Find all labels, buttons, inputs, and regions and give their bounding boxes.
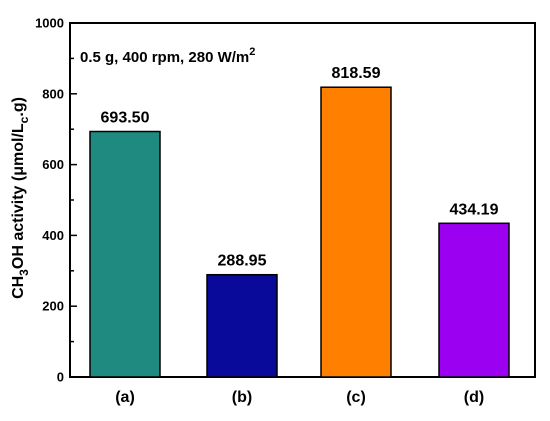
- y-tick-label: 1000: [35, 16, 64, 31]
- y-axis-ticks: 0 200 400 600 800 1000: [35, 16, 77, 385]
- bars: [89, 86, 510, 378]
- y-tick-label: 400: [42, 228, 64, 243]
- y-tick-label: 0: [57, 370, 64, 385]
- data-labels: 693.50 288.95 818.59 434.19: [101, 65, 499, 269]
- x-axis-ticks: (a) (b) (c) (d): [115, 389, 484, 406]
- bar-value-label: 434.19: [450, 201, 499, 218]
- annotation: 0.5 g, 400 rpm, 280 W/m2: [80, 46, 255, 66]
- bar-value-label: 818.59: [332, 65, 381, 82]
- bar: [206, 273, 278, 378]
- x-tick-label: (b): [232, 389, 252, 406]
- y-tick-label: 600: [42, 157, 64, 172]
- bar: [438, 222, 510, 378]
- y-axis-label: CH3OH activity (μmol/Lc.g): [10, 97, 31, 299]
- x-tick-label: (a): [115, 389, 135, 406]
- y-tick-label: 800: [42, 86, 64, 101]
- x-tick-label: (c): [346, 389, 366, 406]
- bar: [89, 130, 161, 378]
- bar-value-label: 288.95: [218, 253, 267, 270]
- bar: [320, 86, 392, 378]
- y-tick-label: 200: [42, 299, 64, 314]
- x-tick-label: (d): [464, 389, 484, 406]
- bar-value-label: 693.50: [101, 110, 150, 127]
